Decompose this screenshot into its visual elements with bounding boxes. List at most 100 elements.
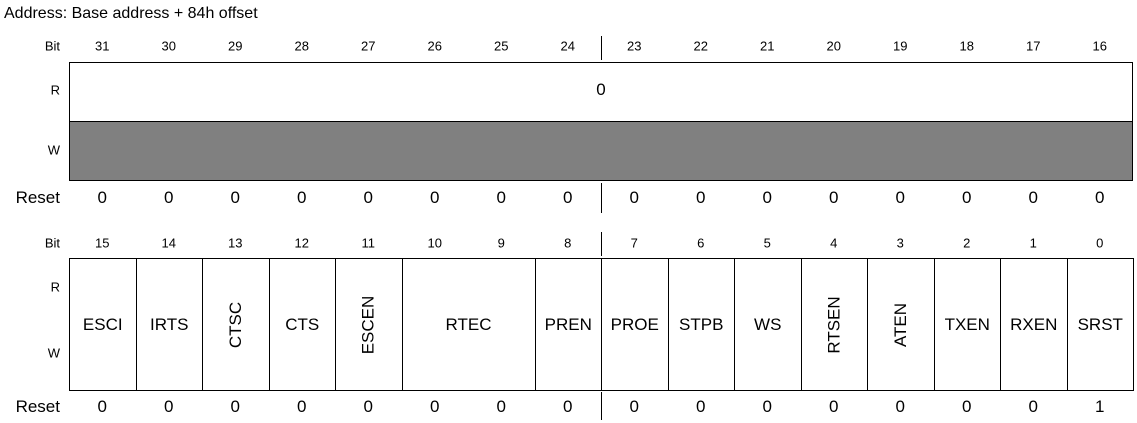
reset-value: 0 (696, 397, 706, 416)
bit-number: 14 (161, 235, 176, 251)
bit-number: 23 (627, 38, 642, 54)
reset-value: 0 (430, 188, 440, 207)
bit-number: 3 (896, 235, 904, 251)
reset-value: 0 (829, 188, 839, 207)
title: Address: Base address + 84h offset (4, 5, 258, 22)
divider (601, 36, 602, 60)
reset-value: 0 (895, 397, 905, 416)
reset-value: 0 (629, 397, 639, 416)
reset-value: 0 (97, 397, 107, 416)
register-field: PROE (601, 258, 669, 391)
reset-value: 0 (496, 397, 506, 416)
register-field: RXEN (1000, 258, 1068, 391)
bit-number: 20 (826, 38, 841, 54)
row-label: W (47, 345, 60, 361)
bit-number: 28 (294, 38, 309, 54)
field-name: RXEN (1010, 314, 1058, 334)
register-field: CTSC (202, 258, 270, 391)
field-name: IRTS (150, 314, 189, 334)
bit-number: 29 (228, 38, 243, 54)
divider (601, 232, 602, 256)
bit-number: 13 (228, 235, 243, 251)
reset-value: 0 (164, 397, 174, 416)
row-label: W (47, 142, 60, 158)
bit-number: 8 (564, 235, 572, 251)
reset-value: 0 (496, 188, 506, 207)
bit-number: 17 (1026, 38, 1041, 54)
field-name: CTSC (225, 301, 245, 348)
field-name: ESCEN (358, 295, 378, 354)
bit-number: 24 (560, 38, 575, 54)
bit-number: 19 (893, 38, 908, 54)
reset-value: 0 (430, 397, 440, 416)
bit-number: 25 (494, 38, 509, 54)
bit-number: 4 (830, 235, 838, 251)
field-name: CTS (285, 314, 320, 334)
field-name: ATEN (890, 302, 910, 347)
reset-value: 0 (97, 188, 107, 207)
bit-number: 12 (294, 235, 309, 251)
field-name: RTSEN (824, 295, 844, 354)
bit-number: 18 (959, 38, 974, 54)
field-name: PREN (544, 314, 592, 334)
reset-value: 0 (230, 188, 240, 207)
reset-value: 1 (1095, 397, 1105, 416)
divider (601, 183, 602, 213)
bit-number: 21 (760, 38, 775, 54)
reset-value: 0 (164, 188, 174, 207)
row-label: Bit (44, 38, 60, 54)
bit-number: 2 (963, 235, 971, 251)
reset-value: 0 (962, 397, 972, 416)
field-name: WS (754, 314, 782, 334)
bit-number: 10 (427, 235, 442, 251)
bit-number: 31 (95, 38, 110, 54)
reset-value: 0 (297, 397, 307, 416)
write-row (69, 121, 1133, 181)
reset-value: 0 (363, 188, 373, 207)
register-field: TXEN (933, 258, 1001, 391)
reset-value: 0 (230, 397, 240, 416)
bit-number: 26 (427, 38, 442, 54)
reset-value: 0 (563, 188, 573, 207)
reset-value: 0 (696, 188, 706, 207)
reset-value: 0 (363, 397, 373, 416)
register-field: ESCI (69, 258, 137, 391)
register-field: ATEN (867, 258, 935, 391)
register-field: CTS (268, 258, 336, 391)
register-field: RTSEN (800, 258, 868, 391)
bit-number: 11 (361, 235, 376, 251)
register-field: PREN (534, 258, 602, 391)
reset-value: 0 (829, 397, 839, 416)
bit-number: 6 (697, 235, 705, 251)
bit-number: 7 (630, 235, 638, 251)
bit-number: 30 (161, 38, 176, 54)
field-name: ESCI (82, 314, 123, 334)
read-value: 0 (596, 80, 606, 99)
register-field: IRTS (135, 258, 203, 391)
bit-number: 15 (95, 235, 110, 251)
reset-value: 0 (762, 397, 772, 416)
bit-number: 1 (1029, 235, 1037, 251)
reset-value: 0 (762, 188, 772, 207)
row-label: Reset (15, 397, 60, 416)
field-name: PROE (610, 314, 659, 334)
reset-value: 0 (1028, 188, 1038, 207)
bit-number: 9 (497, 235, 505, 251)
reset-value: 0 (895, 188, 905, 207)
register-field: RTEC (401, 258, 536, 391)
reset-value: 0 (297, 188, 307, 207)
row-label: R (50, 82, 60, 98)
bit-number: 5 (763, 235, 771, 251)
register-field: STPB (667, 258, 735, 391)
row-label: Bit (44, 235, 60, 251)
field-name: STPB (679, 314, 724, 334)
bit-number: 0 (1096, 235, 1104, 251)
field-name: SRST (1077, 314, 1123, 334)
reset-value: 0 (629, 188, 639, 207)
bit-number: 16 (1092, 38, 1107, 54)
register-field: SRST (1066, 258, 1134, 391)
bit-number: 22 (693, 38, 708, 54)
field-name: RTEC (445, 314, 492, 334)
reset-value: 0 (1028, 397, 1038, 416)
